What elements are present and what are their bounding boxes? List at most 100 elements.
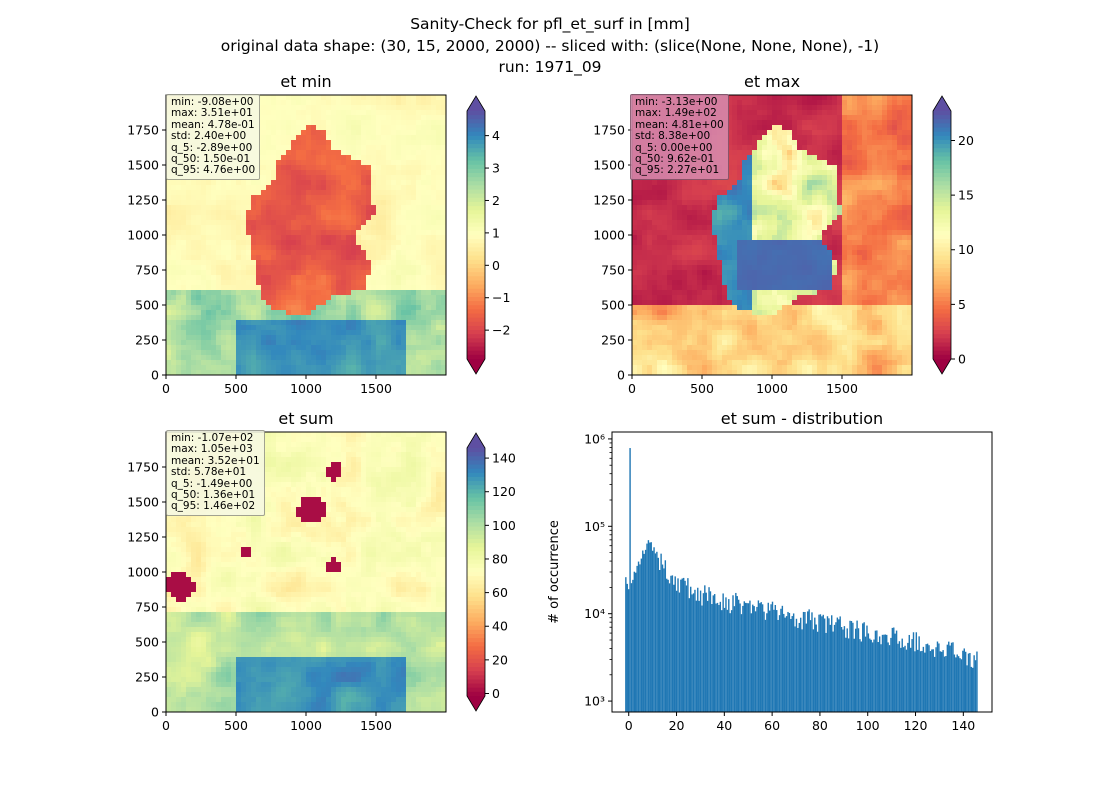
- heatmap-cell: [291, 200, 297, 206]
- heatmap-cell: [677, 330, 683, 336]
- heatmap-cell: [321, 170, 327, 176]
- heatmap-cell: [251, 285, 257, 291]
- heatmap-cell: [356, 120, 362, 126]
- heatmap-cell: [366, 165, 372, 171]
- heatmap-cell: [361, 370, 367, 376]
- heatmap-cell: [762, 245, 768, 251]
- heatmap-cell: [416, 260, 422, 266]
- heatmap-cell: [697, 240, 703, 246]
- heatmap-cell: [291, 230, 297, 236]
- heatmap-cell: [371, 360, 377, 366]
- heatmap-cell: [747, 270, 753, 276]
- heatmap-cell: [657, 365, 663, 371]
- heatmap-cell: [361, 210, 367, 216]
- heatmap-cell: [226, 270, 232, 276]
- heatmap-cell: [361, 195, 367, 201]
- heatmap-cell: [321, 245, 327, 251]
- heatmap-cell: [416, 245, 422, 251]
- heatmap-cell: [311, 230, 317, 236]
- heatmap-cell: [431, 190, 437, 196]
- heatmap-cell: [762, 345, 768, 351]
- heatmap-cell: [256, 245, 262, 251]
- heatmap-cell: [356, 210, 362, 216]
- heatmap-cell: [261, 220, 267, 226]
- heatmap-cell: [772, 155, 778, 161]
- heatmap-cell: [296, 305, 302, 311]
- heatmap-cell: [266, 170, 272, 176]
- heatmap-cell: [301, 155, 307, 161]
- heatmap-cell: [186, 280, 192, 286]
- heatmap-cell: [777, 185, 783, 191]
- heatmap-cell: [211, 310, 217, 316]
- heatmap-cell: [331, 250, 337, 256]
- heatmap-cell: [642, 245, 648, 251]
- heatmap-cell: [281, 230, 287, 236]
- heatmap-cell: [346, 115, 352, 121]
- heatmap-cell: [672, 180, 678, 186]
- heatmap-cell: [672, 215, 678, 221]
- heatmap-cell: [226, 200, 232, 206]
- heatmap-cell: [421, 325, 427, 331]
- heatmap-cell: [271, 210, 277, 216]
- heatmap-cell: [236, 360, 242, 366]
- heatmap-cell: [306, 220, 312, 226]
- heatmap-cell: [767, 245, 773, 251]
- heatmap-cell: [256, 230, 262, 236]
- heatmap-cell: [171, 300, 177, 306]
- heatmap-cell: [727, 245, 733, 251]
- heatmap-cell: [742, 105, 748, 111]
- heatmap-cell: [777, 265, 783, 271]
- heatmap-cell: [201, 270, 207, 276]
- heatmap-cell: [321, 195, 327, 201]
- heatmap-cell: [712, 265, 718, 271]
- heatmap-cell: [762, 155, 768, 161]
- heatmap-cell: [301, 130, 307, 136]
- heatmap-cell: [186, 245, 192, 251]
- heatmap-cell: [391, 235, 397, 241]
- heatmap-cell: [692, 315, 698, 321]
- heatmap-cell: [381, 200, 387, 206]
- heatmap-cell: [712, 325, 718, 331]
- heatmap-cell: [171, 365, 177, 371]
- heatmap-cell: [301, 225, 307, 231]
- heatmap-cell: [737, 195, 743, 201]
- heatmap-cell: [677, 320, 683, 326]
- heatmap-cell: [361, 120, 367, 126]
- heatmap-cell: [762, 135, 768, 141]
- heatmap-cell: [251, 300, 257, 306]
- heatmap-cell: [366, 115, 372, 121]
- heatmap-cell: [321, 295, 327, 301]
- heatmap-cell: [637, 315, 643, 321]
- heatmap-cell: [406, 210, 412, 216]
- heatmap-cell: [411, 325, 417, 331]
- heatmap-cell: [236, 205, 242, 211]
- heatmap-cell: [401, 115, 407, 121]
- heatmap-cell: [697, 180, 703, 186]
- colorbar-segment: [467, 268, 485, 273]
- heatmap-cell: [326, 370, 332, 376]
- heatmap-cell: [707, 280, 713, 286]
- heatmap-cell: [777, 295, 783, 301]
- heatmap-cell: [356, 260, 362, 266]
- heatmap-cell: [196, 310, 202, 316]
- heatmap-cell: [752, 150, 758, 156]
- heatmap-cell: [251, 245, 257, 251]
- heatmap-cell: [321, 330, 327, 336]
- heatmap-cell: [637, 185, 643, 191]
- heatmap-cell: [762, 200, 768, 206]
- heatmap-cell: [371, 285, 377, 291]
- heatmap-cell: [331, 105, 337, 111]
- heatmap-cell: [236, 235, 242, 241]
- heatmap-cell: [431, 305, 437, 311]
- heatmap-cell: [677, 345, 683, 351]
- heatmap-cell: [261, 155, 267, 161]
- heatmap-cell: [421, 230, 427, 236]
- heatmap-cell: [346, 220, 352, 226]
- colorbar-segment: [467, 313, 485, 319]
- heatmap-cell: [416, 110, 422, 116]
- heatmap-cell: [772, 120, 778, 126]
- heatmap-cell: [381, 175, 387, 181]
- heatmap-cell: [226, 290, 232, 296]
- heatmap-cell: [737, 325, 743, 331]
- heatmap-cell: [737, 275, 743, 281]
